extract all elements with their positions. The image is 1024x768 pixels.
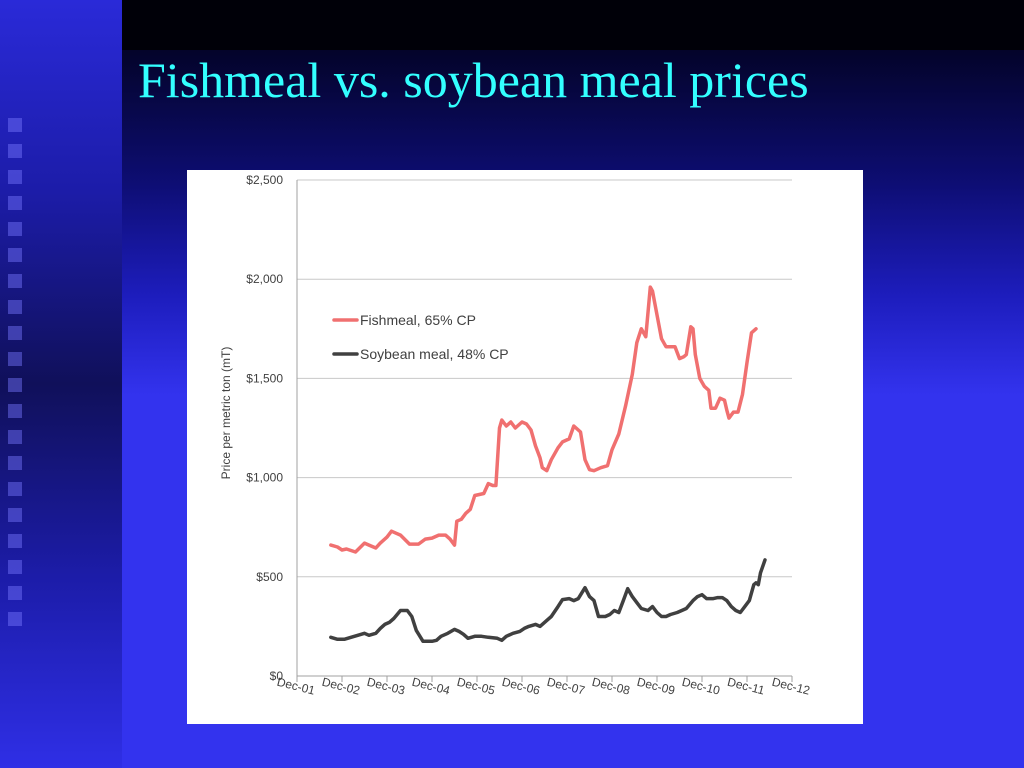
y-tick-label: $0 bbox=[270, 669, 284, 683]
legend-soybean-label: Soybean meal, 48% CP bbox=[360, 346, 509, 362]
y-tick-label: $1,500 bbox=[246, 371, 283, 385]
x-tick-label: Dec-10 bbox=[681, 675, 722, 698]
x-tick-label: Dec-11 bbox=[726, 675, 766, 698]
x-tick-label: Dec-12 bbox=[771, 675, 812, 698]
x-tick-label: Dec-01 bbox=[276, 675, 317, 698]
y-tick-label: $2,000 bbox=[246, 272, 283, 286]
y-tick-label: $500 bbox=[256, 570, 283, 584]
x-tick-label: Dec-04 bbox=[411, 675, 452, 698]
decorative-squares bbox=[8, 118, 26, 638]
x-tick-label: Dec-07 bbox=[546, 675, 587, 698]
legend-fishmeal-label: Fishmeal, 65% CP bbox=[360, 312, 476, 328]
x-tick-label: Dec-03 bbox=[366, 675, 407, 698]
y-tick-label: $2,500 bbox=[246, 173, 283, 187]
top-dark-band bbox=[122, 0, 1024, 50]
grid-lines bbox=[297, 179, 792, 578]
left-gradient-band bbox=[0, 0, 122, 768]
fishmeal-line bbox=[329, 285, 758, 554]
x-tick-label: Dec-09 bbox=[636, 675, 677, 698]
series bbox=[329, 285, 767, 644]
slide-title: Fishmeal vs. soybean meal prices bbox=[138, 52, 809, 108]
y-tick-label: $1,000 bbox=[246, 471, 283, 485]
soybean-meal-line bbox=[329, 558, 767, 644]
chart-panel: $0 $500 $1,000 $1,500 $2,000 $2,500 Dec-01 Dec-… bbox=[187, 170, 863, 724]
legend: Fishmeal, 65% CP Soybean meal, 48% CP bbox=[332, 312, 509, 362]
y-axis-label: Price per metric ton (mT) bbox=[219, 347, 233, 480]
x-tick-label: Dec-06 bbox=[501, 675, 542, 698]
x-tick-label: Dec-08 bbox=[591, 675, 632, 698]
x-tick-label: Dec-02 bbox=[321, 675, 362, 698]
x-tick-label: Dec-05 bbox=[456, 675, 497, 698]
